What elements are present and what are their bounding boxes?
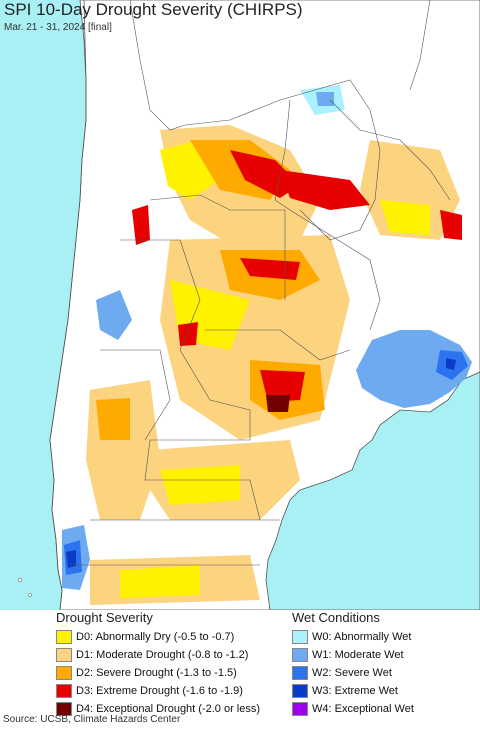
legend-label-d4: D4: Exceptional Drought (-2.0 or less) — [76, 703, 261, 715]
legend-item-d4: D4: Exceptional Drought (-2.0 or less) — [56, 700, 260, 718]
drought-d0-south — [120, 565, 200, 598]
legend-label-w3: W3: Extreme Wet — [312, 685, 398, 697]
source-credit: Source: UCSB, Climate Hazards Center — [3, 714, 181, 725]
swatch-d0 — [56, 630, 72, 644]
legend-item-w3: W3: Extreme Wet — [292, 682, 414, 700]
drought-d4-south-center — [266, 395, 290, 412]
legend-item-d3: D3: Extreme Drought (-1.6 to -1.9) — [56, 682, 260, 700]
map-title: SPI 10-Day Drought Severity (CHIRPS) — [4, 0, 303, 19]
legend-label-d1: D1: Moderate Drought (-0.8 to -1.2) — [76, 649, 249, 661]
wet-region-uruguay — [356, 330, 472, 408]
swatch-w0 — [292, 630, 308, 644]
legend-item-w0: W0: Abnormally Wet — [292, 628, 414, 646]
legend-item-w2: W2: Severe Wet — [292, 664, 414, 682]
swatch-d4 — [56, 702, 72, 716]
drought-d0-east — [380, 200, 430, 235]
swatch-d1 — [56, 648, 72, 662]
legend-item-w1: W1: Moderate Wet — [292, 646, 414, 664]
atlantic-ocean — [265, 371, 480, 610]
legend-label-w4: W4: Exceptional Wet — [312, 703, 414, 715]
island — [17, 577, 23, 583]
legend-label-w2: W2: Severe Wet — [312, 667, 392, 679]
extreme-wet-uruguay — [446, 358, 456, 370]
swatch-w4 — [292, 702, 308, 716]
drought-d3-mid-north — [280, 170, 370, 210]
drought-map — [0, 0, 480, 610]
moderate-wet-north — [316, 92, 334, 106]
legend-label-w0: W0: Abnormally Wet — [312, 631, 412, 643]
legend-label-d0: D0: Abnormally Dry (-0.5 to -0.7) — [76, 631, 235, 643]
map-subtitle: Mar. 21 - 31, 2024 [final] — [4, 22, 112, 33]
drought-d3-east — [440, 210, 462, 240]
wet-legend: Wet Conditions W0: Abnormally Wet W1: Mo… — [292, 610, 414, 718]
wet-region-chile-central — [96, 290, 132, 340]
pacific-coastline — [49, 0, 87, 610]
extreme-wet-chile-south — [66, 550, 76, 568]
drought-d3-chile — [132, 205, 150, 245]
swatch-w1 — [292, 648, 308, 662]
swatch-w2 — [292, 666, 308, 680]
swatch-w3 — [292, 684, 308, 698]
drought-legend: Drought Severity D0: Abnormally Dry (-0.… — [56, 610, 260, 718]
legend-item-d0: D0: Abnormally Dry (-0.5 to -0.7) — [56, 628, 260, 646]
drought-d0-patagonia — [160, 465, 240, 505]
legend-item-w4: W4: Exceptional Wet — [292, 700, 414, 718]
island — [28, 593, 32, 597]
drought-d3-west-center — [178, 322, 198, 346]
legend-item-d2: D2: Severe Drought (-1.3 to -1.5) — [56, 664, 260, 682]
wet-legend-title: Wet Conditions — [292, 610, 380, 625]
legend-item-d1: D1: Moderate Drought (-0.8 to -1.2) — [56, 646, 260, 664]
drought-legend-title: Drought Severity — [56, 610, 153, 625]
drought-d2-west — [96, 398, 130, 440]
province-borders — [70, 0, 451, 566]
legend-label-w1: W1: Moderate Wet — [312, 649, 404, 661]
legend-label-d3: D3: Extreme Drought (-1.6 to -1.9) — [76, 685, 243, 697]
legend-label-d2: D2: Severe Drought (-1.3 to -1.5) — [76, 667, 237, 679]
drought-d3-north — [230, 150, 300, 198]
swatch-d2 — [56, 666, 72, 680]
swatch-d3 — [56, 684, 72, 698]
drought-d3-south-center — [260, 370, 305, 402]
